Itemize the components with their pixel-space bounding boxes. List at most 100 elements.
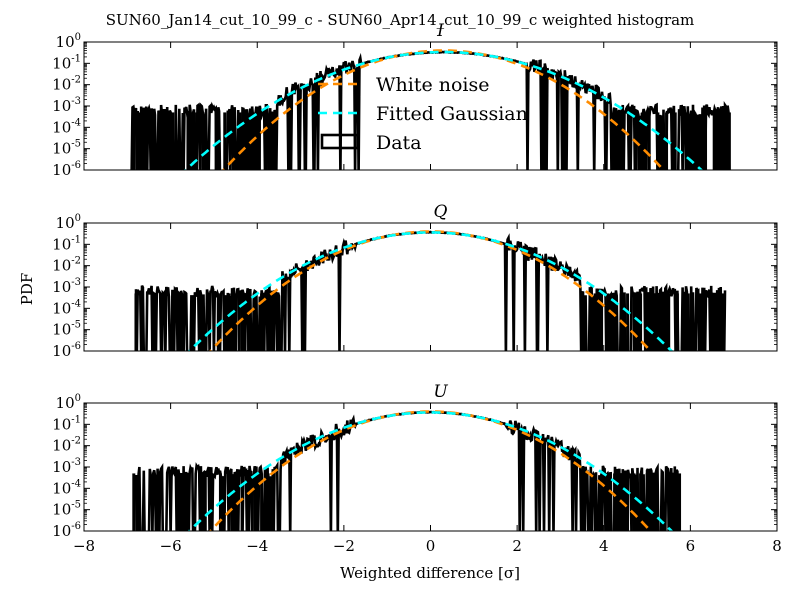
y-tick-label-base: 10 (52, 479, 71, 497)
data-outlier-bin (621, 112, 625, 170)
y-tick-label-exponent: -5 (71, 500, 81, 511)
x-axis-label: Weighted difference [σ] (340, 564, 520, 582)
y-tick-label-exponent: -1 (71, 53, 81, 64)
data-outlier-bin (240, 473, 244, 531)
data-outlier-bin (600, 473, 604, 531)
x-tick-label: −6 (160, 537, 182, 555)
data-outlier-bin (214, 112, 218, 170)
panels-group: I10010-110-210-310-410-510-6Q10010-110-2… (52, 21, 782, 555)
data-outlier-bin (247, 293, 251, 351)
y-tick-label: 10-5 (52, 139, 81, 158)
data-outlier-bin (227, 293, 231, 351)
data-outlier-bin (257, 112, 261, 170)
y-tick-label-base: 10 (52, 97, 71, 115)
data-outlier-bin (201, 112, 205, 170)
data-outlier-bin (216, 293, 220, 351)
legend-label: Fitted Gaussian (376, 103, 528, 125)
data-outlier-bin (647, 112, 651, 170)
fitted-gaussian-curve-u (187, 411, 674, 531)
y-tick-label-base: 10 (52, 522, 71, 540)
x-tick-label: 4 (599, 537, 609, 555)
data-outlier-bin (253, 473, 257, 531)
data-outlier-bin (186, 112, 190, 170)
y-tick-label-exponent: 0 (75, 32, 81, 43)
data-outlier-bin (626, 473, 630, 531)
y-tick-label-base: 10 (56, 33, 75, 51)
data-outlier-bin (260, 293, 264, 351)
y-tick-label-base: 10 (52, 54, 71, 72)
data-outlier-bin (600, 293, 604, 351)
x-tick-label: 6 (686, 537, 696, 555)
data-outlier-bin (686, 293, 690, 351)
data-outlier-bin (628, 112, 632, 170)
y-tick-label-exponent: -4 (71, 478, 81, 489)
data-outlier-bin (238, 112, 242, 170)
data-outlier-bin (673, 112, 677, 170)
y-tick-label-exponent: -3 (71, 277, 81, 288)
panel-title-q: Q (434, 202, 448, 222)
data-outlier-bin (138, 112, 142, 170)
y-tick-label: 10-2 (52, 75, 81, 94)
y-tick-label: 10-1 (52, 414, 81, 433)
data-outlier-bin (593, 473, 597, 531)
data-outlier-bin (266, 473, 270, 531)
panel-title-u: U (433, 382, 448, 402)
data-outlier-bin (132, 473, 136, 531)
x-tick-label: −4 (246, 537, 268, 555)
data-outlier-bin (632, 293, 636, 351)
data-outlier-bin (697, 293, 701, 351)
white-noise-curve-q (208, 230, 653, 351)
data-outlier-bin (678, 473, 682, 531)
legend-swatch-data (320, 133, 360, 150)
y-tick-label-base: 10 (52, 458, 71, 476)
y-tick-label: 10-3 (52, 277, 81, 296)
y-tick-label-exponent: 0 (75, 213, 81, 224)
data-outlier-bin (626, 293, 630, 351)
y-tick-label-exponent: -1 (71, 234, 81, 245)
data-outlier-bin (240, 293, 244, 351)
data-outlier-bin (721, 112, 725, 170)
data-outlier-bin (684, 112, 688, 170)
y-tick-label-base: 10 (52, 299, 71, 317)
white-noise-curve-i (221, 49, 666, 170)
data-outlier-bin (675, 293, 679, 351)
legend: White noise Fitted Gaussian Data (318, 74, 528, 154)
x-tick-label: 8 (772, 537, 782, 555)
y-tick-label: 10-6 (52, 341, 81, 360)
data-outlier-bin (641, 112, 645, 170)
data-outlier-bin (234, 293, 238, 351)
data-outlier-bin (704, 112, 708, 170)
data-outlier-bin (264, 112, 268, 170)
data-outlier-bin (613, 473, 617, 531)
y-tick-label-base: 10 (52, 501, 71, 519)
x-tick-label: −8 (73, 537, 95, 555)
data-outlier-bin (693, 112, 697, 170)
panel-title-i: I (436, 21, 444, 41)
y-tick-label-base: 10 (52, 278, 71, 296)
y-tick-label-exponent: -6 (71, 521, 81, 532)
panel-plot-area (130, 49, 731, 170)
y-tick-label-base: 10 (52, 118, 71, 136)
y-tick-label-base: 10 (52, 76, 71, 94)
data-outlier-bin (658, 293, 662, 351)
data-outlier-bin (195, 112, 199, 170)
data-outlier-bin (656, 112, 660, 170)
fitted-gaussian-curve-q (187, 231, 674, 351)
y-tick-label-exponent: -1 (71, 414, 81, 425)
data-outlier-bin (234, 473, 238, 531)
y-tick-label-exponent: -3 (71, 457, 81, 468)
data-outlier-bin (645, 473, 649, 531)
y-tick-label-exponent: -5 (71, 320, 81, 331)
data-outlier-bin (244, 112, 248, 170)
data-outlier-bin (721, 293, 725, 351)
data-outlier-bin (227, 473, 231, 531)
data-outlier-bin (223, 112, 227, 170)
data-outlier-bin (667, 293, 671, 351)
data-outlier-bin (654, 473, 658, 531)
legend-label: White noise (376, 74, 490, 96)
y-tick-label: 10-2 (52, 256, 81, 275)
fitted-gaussian-curve-i (183, 50, 704, 170)
